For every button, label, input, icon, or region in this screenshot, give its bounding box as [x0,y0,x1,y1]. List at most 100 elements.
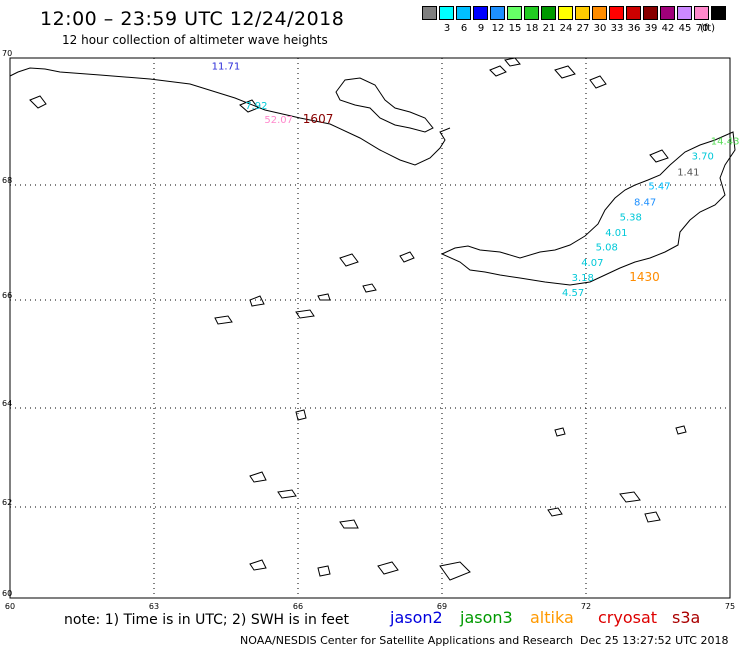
lon-tick-label: 75 [725,602,735,611]
wave-height-label: 4.57 [562,288,584,299]
scale-label: 70 [695,23,709,34]
wave-height-label: 5.38 [620,213,642,224]
scale-swatch [626,6,641,20]
lake-1 [489,65,507,77]
scale-label: 33 [610,23,624,34]
lat-tick-label: 62 [2,498,12,507]
map-title: 12:00 – 23:59 UTC 12/24/2018 [40,8,345,30]
scale-unit: (ft) [700,23,716,34]
scale-swatch [711,6,726,20]
wave-height-label: 5.08 [596,243,618,254]
lake-7 [399,251,415,263]
lat-tick-label: 60 [2,589,12,598]
wave-height-label: 5.47 [648,182,670,193]
footer-note: note: 1) Time is in UTC; 2) SWH is in fe… [64,612,350,628]
scale-label: 15 [508,23,522,34]
lake-20 [644,511,661,523]
scale-label: 39 [644,23,658,34]
timestamp-text: Dec 25 13:27:52 UTC 2018 [580,634,729,647]
lake-18 [339,519,359,529]
lake-12 [317,293,331,301]
coastline-arctic [9,67,451,166]
wave-height-observations: 11.71 7.92 52.07 1607 14.43 3.70 1.41 5.47 8.47 5… [212,61,740,299]
scale-label: 3 [443,23,451,34]
wave-height-label: 52.07 [264,115,293,126]
lake-22 [439,561,471,581]
wave-height-label: 3.70 [692,152,714,163]
lon-tick-label: 69 [437,602,447,611]
scale-label: 21 [542,23,556,34]
satellite-label-jason2: jason2 [390,608,443,627]
wave-height-label: 1430 [629,270,660,284]
credit-text: NOAA/NESDIS Center for Satellite Applica… [240,634,574,647]
lake-2 [504,57,521,67]
lake-9 [214,315,233,325]
lat-tick-label: 64 [2,399,12,408]
lat-tick-label: 70 [2,49,12,58]
satellite-label-altika: altika [530,608,574,627]
lake-8 [249,295,265,307]
scale-swatch [439,6,454,20]
lon-tick-label: 63 [149,602,159,611]
wave-height-label: 11.71 [212,61,241,72]
map-subtitle: 12 hour collection of altimeter wave hei… [62,33,328,47]
coastline-bay [440,131,736,286]
scale-label: 27 [576,23,590,34]
wave-height-label: 8.47 [634,198,656,209]
lake-14 [554,427,566,437]
wave-height-label: 1.41 [677,167,699,178]
wave-height-label: 1607 [303,112,334,126]
lat-tick-label: 66 [2,291,12,300]
scale-swatch [524,6,539,20]
lake-13 [295,409,307,421]
wave-height-label: 14.43 [711,136,740,147]
scale-swatch [575,6,590,20]
coastline [9,57,736,581]
wave-height-label: 3.18 [572,273,594,284]
wave-height-label: 4.07 [581,258,603,269]
lake-16 [249,471,267,483]
coastline-island-1 [29,95,47,109]
scale-swatch [541,6,556,20]
map-grid: 70 68 66 64 62 60 60 63 66 69 72 75 [2,49,735,611]
scale-swatch [660,6,675,20]
scale-label: 6 [460,23,468,34]
scale-swatch [473,6,488,20]
lake-5 [649,149,669,163]
lon-tick-label: 60 [5,602,15,611]
scale-swatch [507,6,522,20]
scale-swatch [456,6,471,20]
scale-swatch [422,6,437,20]
lake-15 [675,425,687,435]
lake-17 [277,489,297,499]
scale-label: 9 [477,23,485,34]
lat-tick-label: 68 [2,176,12,185]
scale-label: 42 [661,23,675,34]
lon-tick-label: 66 [293,602,303,611]
scale-label: 12 [491,23,505,34]
wave-height-label: 7.92 [245,101,267,112]
lake-3 [554,65,576,79]
satellite-label-s3a: s3a [672,608,701,627]
lake-21 [377,561,399,575]
lake-23 [249,559,267,571]
lake-11 [362,283,377,293]
scale-label: 45 [678,23,692,34]
wave-height-label: 4.01 [605,228,627,239]
coastline-yamal [335,77,434,133]
scale-swatch [558,6,573,20]
lake-19 [619,491,641,503]
scale-label: 30 [593,23,607,34]
scale-swatch [609,6,624,20]
scale-label: 24 [559,23,573,34]
scale-label: 18 [525,23,539,34]
satellite-label-cryosat: cryosat [598,608,658,627]
scale-swatch [677,6,692,20]
lake-6 [339,253,359,267]
lake-10 [295,309,315,319]
coastline-island-2 [239,99,259,113]
scale-swatch [490,6,505,20]
lon-tick-label: 72 [581,602,591,611]
lake-4 [589,75,607,89]
